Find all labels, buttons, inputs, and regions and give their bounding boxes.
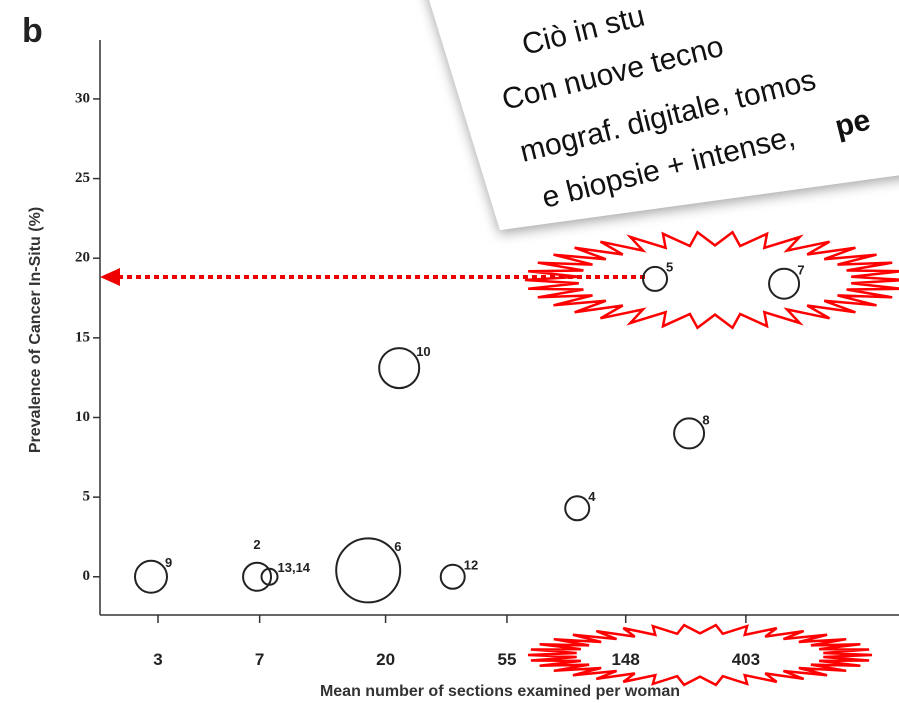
bubble bbox=[642, 265, 669, 292]
bubble bbox=[439, 563, 466, 590]
point-label: 12 bbox=[464, 558, 478, 573]
point-label: 7 bbox=[797, 263, 804, 278]
point-label: 2 bbox=[253, 537, 260, 552]
x-tick-label: 20 bbox=[376, 650, 395, 669]
bubble bbox=[673, 417, 706, 450]
bubble bbox=[260, 567, 279, 586]
callout-box bbox=[429, 0, 899, 230]
y-tick-label: 20 bbox=[75, 250, 90, 266]
y-tick-label: 10 bbox=[75, 409, 90, 425]
point-label: 6 bbox=[394, 539, 401, 554]
x-tick-label: 55 bbox=[497, 650, 516, 669]
y-tick-label: 25 bbox=[75, 170, 90, 186]
y-axis-label: Prevalence of Cancer In-Situ (%) bbox=[27, 207, 44, 453]
point-label: 8 bbox=[702, 412, 709, 427]
x-axis-label: Mean number of sections examined per wom… bbox=[320, 683, 680, 700]
bubble bbox=[242, 561, 273, 592]
x-tick-label: 3 bbox=[153, 650, 162, 669]
bubble bbox=[133, 559, 168, 594]
point-label: 10 bbox=[416, 344, 430, 359]
highlight-burst bbox=[527, 623, 873, 687]
y-tick-label: 5 bbox=[83, 489, 91, 505]
bubble bbox=[768, 267, 801, 300]
x-tick-label: 148 bbox=[612, 650, 640, 669]
x-tick-label: 7 bbox=[255, 650, 264, 669]
point-label: 9 bbox=[165, 555, 172, 570]
highlight-burst bbox=[524, 230, 899, 330]
callout-highlight: pe bbox=[832, 103, 874, 143]
bubble bbox=[378, 347, 421, 390]
y-tick-label: 15 bbox=[75, 329, 90, 345]
point-label: 4 bbox=[588, 489, 596, 504]
arrow-head bbox=[100, 268, 120, 286]
x-tick-label: 403 bbox=[732, 650, 760, 669]
y-tick-label: 0 bbox=[83, 568, 91, 584]
y-tick-label: 30 bbox=[75, 90, 90, 106]
bubble bbox=[564, 495, 591, 522]
point-label: 5 bbox=[666, 260, 673, 275]
bubble bbox=[335, 537, 402, 604]
panel-letter: b bbox=[22, 12, 43, 50]
point-label: 13,14 bbox=[278, 560, 311, 575]
